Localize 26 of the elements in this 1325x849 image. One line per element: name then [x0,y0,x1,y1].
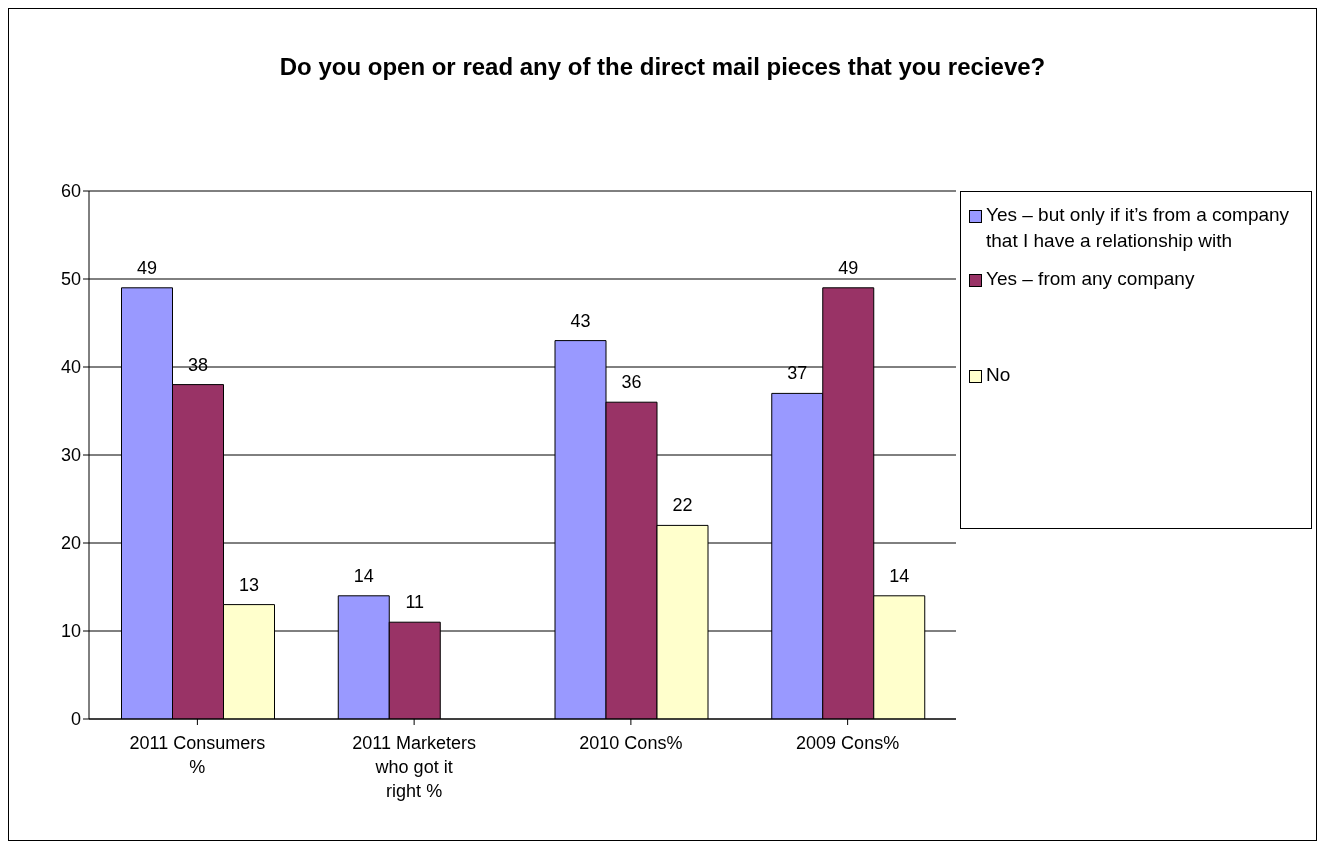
legend-label: No [986,363,1011,387]
data-label: 49 [838,257,859,278]
legend-label: Yes – from any company [986,267,1195,291]
y-tick-label: 30 [60,445,81,466]
y-tick-label: 40 [60,357,81,378]
data-label: 14 [353,565,374,586]
legend-label: Yes – but only if it’s from a company that I have a relationship with [986,203,1291,253]
data-label: 11 [405,592,425,613]
data-label: 43 [570,310,591,331]
y-tick-label: 50 [60,269,81,290]
data-label: 36 [621,372,642,393]
y-tick-label: 20 [60,533,81,554]
y-tick-label: 60 [60,181,81,202]
x-tick-label: 2011 Consumers % [129,733,266,777]
data-label: 38 [188,354,209,375]
data-label: 13 [239,574,260,595]
data-label: 14 [889,565,910,586]
y-tick-label: 0 [70,709,81,730]
data-label: 37 [787,363,808,384]
x-tick-label: 2010 Cons% [579,733,683,753]
data-label: 49 [137,257,158,278]
x-tick-label: 2009 Cons% [796,733,900,753]
x-tick-label: 2011 Marketers who got it right % [352,733,476,801]
y-tick-label: 10 [60,621,81,642]
chart-title: Do you open or read any of the direct mail pieces that you recieve? [278,52,1047,82]
data-label: 22 [672,495,693,516]
